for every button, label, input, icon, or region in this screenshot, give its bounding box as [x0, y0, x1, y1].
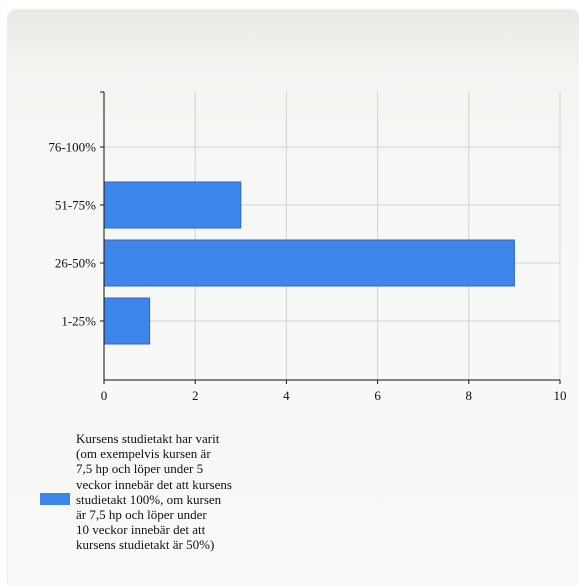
legend-line: 7,5 hp och löper under 5 — [76, 461, 204, 477]
legend-swatch — [40, 493, 70, 505]
legend-label: Kursens studietakt har varit (om exempel… — [76, 431, 286, 553]
bar — [103, 239, 515, 287]
x-tick-label: 0 — [101, 388, 108, 403]
y-tick-label: 1-25% — [61, 314, 96, 329]
legend-line: är 7,5 hp och löper under — [76, 507, 207, 523]
legend-line: (om exempelvis kursen är — [76, 446, 211, 462]
x-tick-label: 4 — [283, 388, 290, 403]
x-tick-label: 2 — [192, 388, 199, 403]
legend-line: veckor innebär det att kursens — [76, 476, 232, 492]
y-tick-label: 76-100% — [48, 140, 96, 155]
bar — [103, 181, 242, 229]
y-tick-label: 26-50% — [55, 256, 96, 271]
bar — [103, 297, 151, 345]
chart-panel — [8, 10, 579, 585]
x-tick-label: 8 — [466, 388, 473, 403]
legend-line: Kursens studietakt har varit — [76, 431, 220, 446]
legend-line: studietakt 100%, om kursen — [76, 491, 222, 507]
legend-line: 10 veckor innebär det att — [76, 522, 206, 538]
legend-line: kursens studietakt är 50%) — [76, 537, 215, 553]
y-tick-label: 51-75% — [55, 198, 96, 213]
x-tick-label: 6 — [374, 388, 381, 403]
x-tick-label: 10 — [554, 388, 567, 403]
